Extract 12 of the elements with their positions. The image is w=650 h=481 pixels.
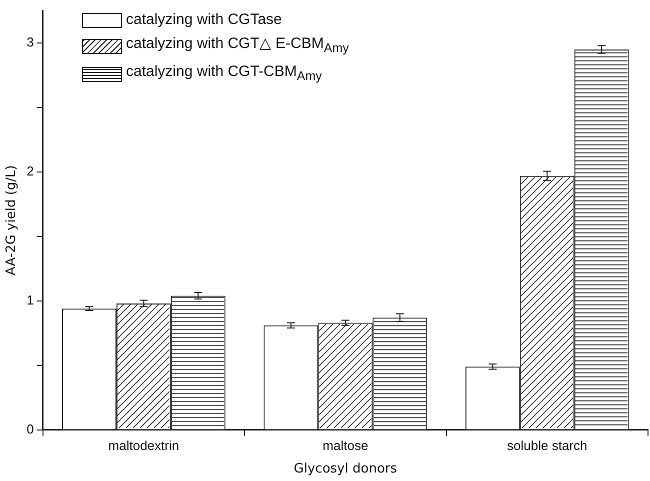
x-axis-title: Glycosyl donors <box>294 462 398 477</box>
x-tick-label: soluble starch <box>507 438 588 454</box>
x-tick-label: maltodextrin <box>108 438 180 454</box>
y-tick-label: 2 <box>26 164 34 179</box>
legend-label: catalyzing with CGT-CBM$_{Amy}$ <box>126 62 322 85</box>
legend-label: catalyzing with CGTase <box>126 10 282 30</box>
x-tick-label: maltose <box>322 438 368 454</box>
y-tick-label: 1 <box>26 292 34 308</box>
legend-label: catalyzing with CGT△ E-CBM$_{Amy}$ <box>126 34 349 57</box>
y-tick-label: 0 <box>26 421 34 436</box>
y-tick-label: 3 <box>26 34 34 50</box>
y-axis-title: AA-2G yield (g/L) <box>4 165 20 276</box>
